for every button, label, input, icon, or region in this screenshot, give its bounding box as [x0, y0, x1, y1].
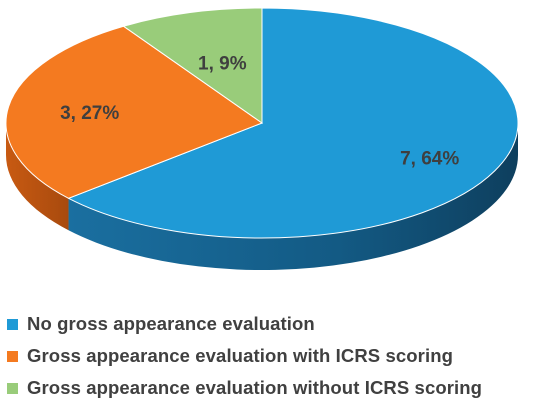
legend-swatch-orange	[7, 350, 18, 362]
legend-item-without-icrs: Gross appearance evaluation without ICRS…	[7, 372, 482, 404]
legend-label: Gross appearance evaluation without ICRS…	[27, 377, 483, 398]
pie-side-1	[68, 123, 518, 271]
legend: No gross appearance evaluation Gross app…	[7, 308, 482, 404]
legend-item-no-evaluation: No gross appearance evaluation	[7, 308, 482, 340]
legend-item-with-icrs: Gross appearance evaluation with ICRS sc…	[7, 340, 482, 372]
legend-swatch-green	[7, 382, 18, 394]
legend-swatch-blue	[7, 318, 18, 330]
data-label-3: 1, 9%	[198, 53, 247, 74]
legend-label: No gross appearance evaluation	[27, 313, 315, 334]
pie-side-2	[6, 123, 69, 231]
pie-slice-1	[67, 7, 519, 239]
data-label-1: 7, 64%	[400, 148, 459, 169]
data-label-2: 3, 27%	[60, 103, 119, 124]
legend-label: Gross appearance evaluation with ICRS sc…	[27, 345, 454, 366]
pie-chart: 7, 64% 3, 27% 1, 9%	[5, 7, 519, 271]
pie-slice-3	[122, 7, 263, 124]
pie-slice-2	[5, 25, 264, 199]
